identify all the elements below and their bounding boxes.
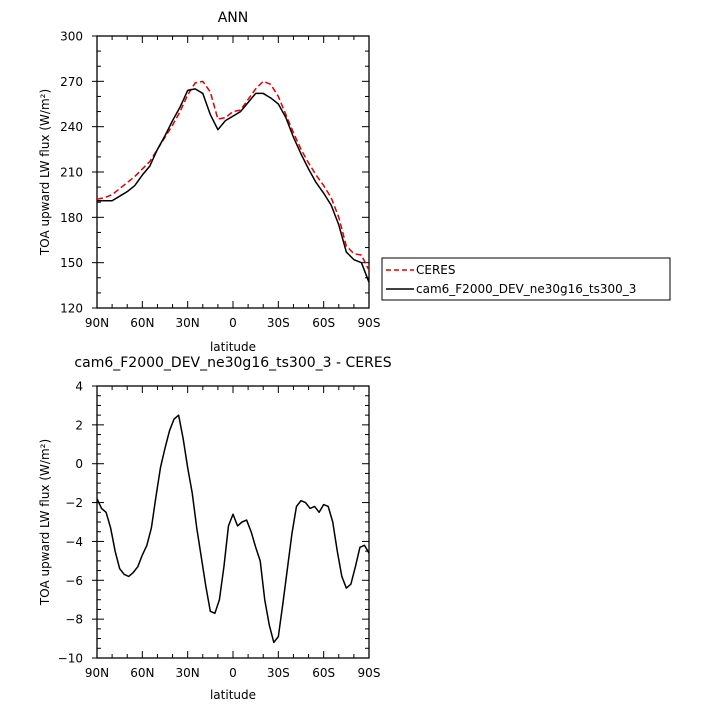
top-y-tick-label: 210 [60,166,83,180]
top-y-tick-label: 120 [60,302,83,316]
bottom-y-axis-label: TOA upward LW flux (W/m²) [38,439,52,606]
bottom-y-tick-label: −10 [58,652,83,666]
top-x-tick-label: 30S [267,316,290,330]
top-series-line-ceres [96,80,370,271]
bottom-x-tick-label: 30S [267,666,290,680]
top-y-tick-label: 150 [60,256,83,270]
bottom-plot-frame [96,385,370,659]
bottom-y-tick-label: −8 [65,613,83,627]
bottom-panel: cam6_F2000_DEV_ne30g16_ts300_3 - CERES 9… [38,355,392,702]
legend: CERES cam6_F2000_DEV_ne30g16_ts300_3 [381,257,671,301]
top-x-tick-label: 90S [358,316,381,330]
top-x-tick-label: 30N [176,316,200,330]
bottom-y-tick-label: −6 [65,574,83,588]
bottom-axis-ticks: 90N 60N 30N 0 30S 60S 90S −10 −8 −6 −4 −2 0 2 4 [58,380,381,681]
legend-box [381,257,671,301]
bottom-x-tick-label: 60N [130,666,154,680]
bottom-y-tick-label: 2 [75,418,83,432]
top-series-line-cam6-f2000-dev-ne30g16-ts300-3 [97,88,370,283]
bottom-x-axis-label: latitude [210,688,256,702]
top-plot-title: ANN [218,10,249,26]
top-axis-ticks: 90N 60N 30N 0 30S 60S 90S 120 150 180 210 240 270 300 [60,30,380,331]
top-y-tick-label: 300 [60,30,83,44]
top-y-tick-label: 180 [60,211,83,225]
legend-label-model: cam6_F2000_DEV_ne30g16_ts300_3 [416,282,636,296]
bottom-y-tick-label: 4 [75,380,83,394]
top-plot-frame [96,35,370,309]
bottom-x-tick-label: 90N [85,666,109,680]
legend-label-ceres: CERES [416,263,456,277]
top-y-tick-label: 240 [60,120,83,134]
bottom-x-tick-label: 0 [229,666,237,680]
bottom-x-tick-label: 90S [358,666,381,680]
bottom-y-tick-label: −2 [65,496,83,510]
bottom-y-tick-label: −4 [65,535,83,549]
bottom-y-tick-label: 0 [75,457,83,471]
top-series-group [96,80,370,283]
top-y-tick-label: 270 [60,75,83,89]
bottom-x-tick-label: 30N [176,666,200,680]
top-x-tick-label: 60N [130,316,154,330]
top-x-tick-label: 0 [229,316,237,330]
top-y-axis-label: TOA upward LW flux (W/m²) [38,89,52,256]
bottom-series-line-difference [96,414,370,644]
bottom-plot-title: cam6_F2000_DEV_ne30g16_ts300_3 - CERES [74,355,391,371]
top-x-axis-label: latitude [210,340,256,354]
bottom-series-group [96,414,370,644]
top-x-tick-label: 90N [85,316,109,330]
bottom-x-tick-label: 60S [312,666,335,680]
top-panel: ANN 90N 60N 30N 0 30S 60S 90S 120 150 180 210 240 27… [38,10,671,354]
top-x-tick-label: 60S [312,316,335,330]
